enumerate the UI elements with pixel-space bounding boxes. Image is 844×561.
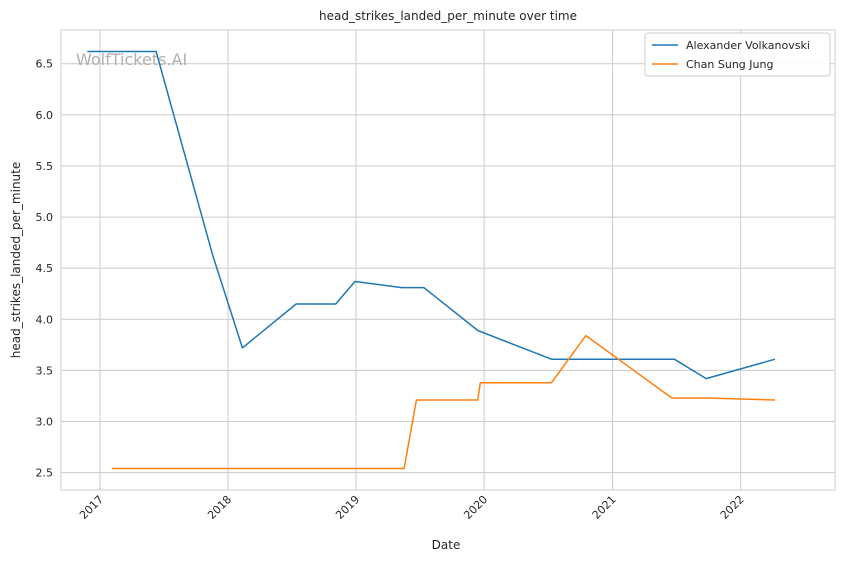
series-line-0 [87,50,776,380]
series-line-1 [111,334,776,470]
x-tick-label: 2022 [718,493,747,522]
y-tick-label: 3.0 [36,416,54,429]
legend-label-jung: Chan Sung Jung [686,58,773,71]
y-tick-label: 4.5 [36,262,54,275]
y-tick-label: 4.0 [36,313,54,326]
plot-background [60,29,836,491]
y-tick-label: 3.5 [36,364,54,377]
legend: Alexander Volkanovski Chan Sung Jung [644,32,831,77]
x-axis-label: Date [432,538,461,552]
legend-box [644,32,831,77]
y-tick-labels: 2.5 3.0 3.5 4.0 4.5 5.0 5.5 6.0 6.5 [36,58,54,480]
chart-title: head_strikes_landed_per_minute over time [319,9,577,23]
y-axis-label: head_strikes_landed_per_minute [9,162,23,359]
y-tick-label: 6.0 [36,109,54,122]
y-tick-label: 2.5 [36,467,54,480]
x-tick-label: 2021 [590,493,619,522]
x-tick-label: 2017 [77,493,106,522]
legend-label-volkanovski: Alexander Volkanovski [686,39,810,52]
x-tick-label: 2019 [333,493,362,522]
y-tick-label: 6.5 [36,58,54,71]
y-tick-label: 5.0 [36,211,54,224]
grid [61,30,835,490]
x-tick-labels: 2017 2018 2019 2020 2021 2022 [77,493,747,522]
x-tick-label: 2020 [461,493,490,522]
watermark: WolfTickets.AI [76,50,187,69]
y-tick-label: 5.5 [36,160,54,173]
series-layer [87,50,776,470]
x-tick-label: 2018 [205,493,234,522]
